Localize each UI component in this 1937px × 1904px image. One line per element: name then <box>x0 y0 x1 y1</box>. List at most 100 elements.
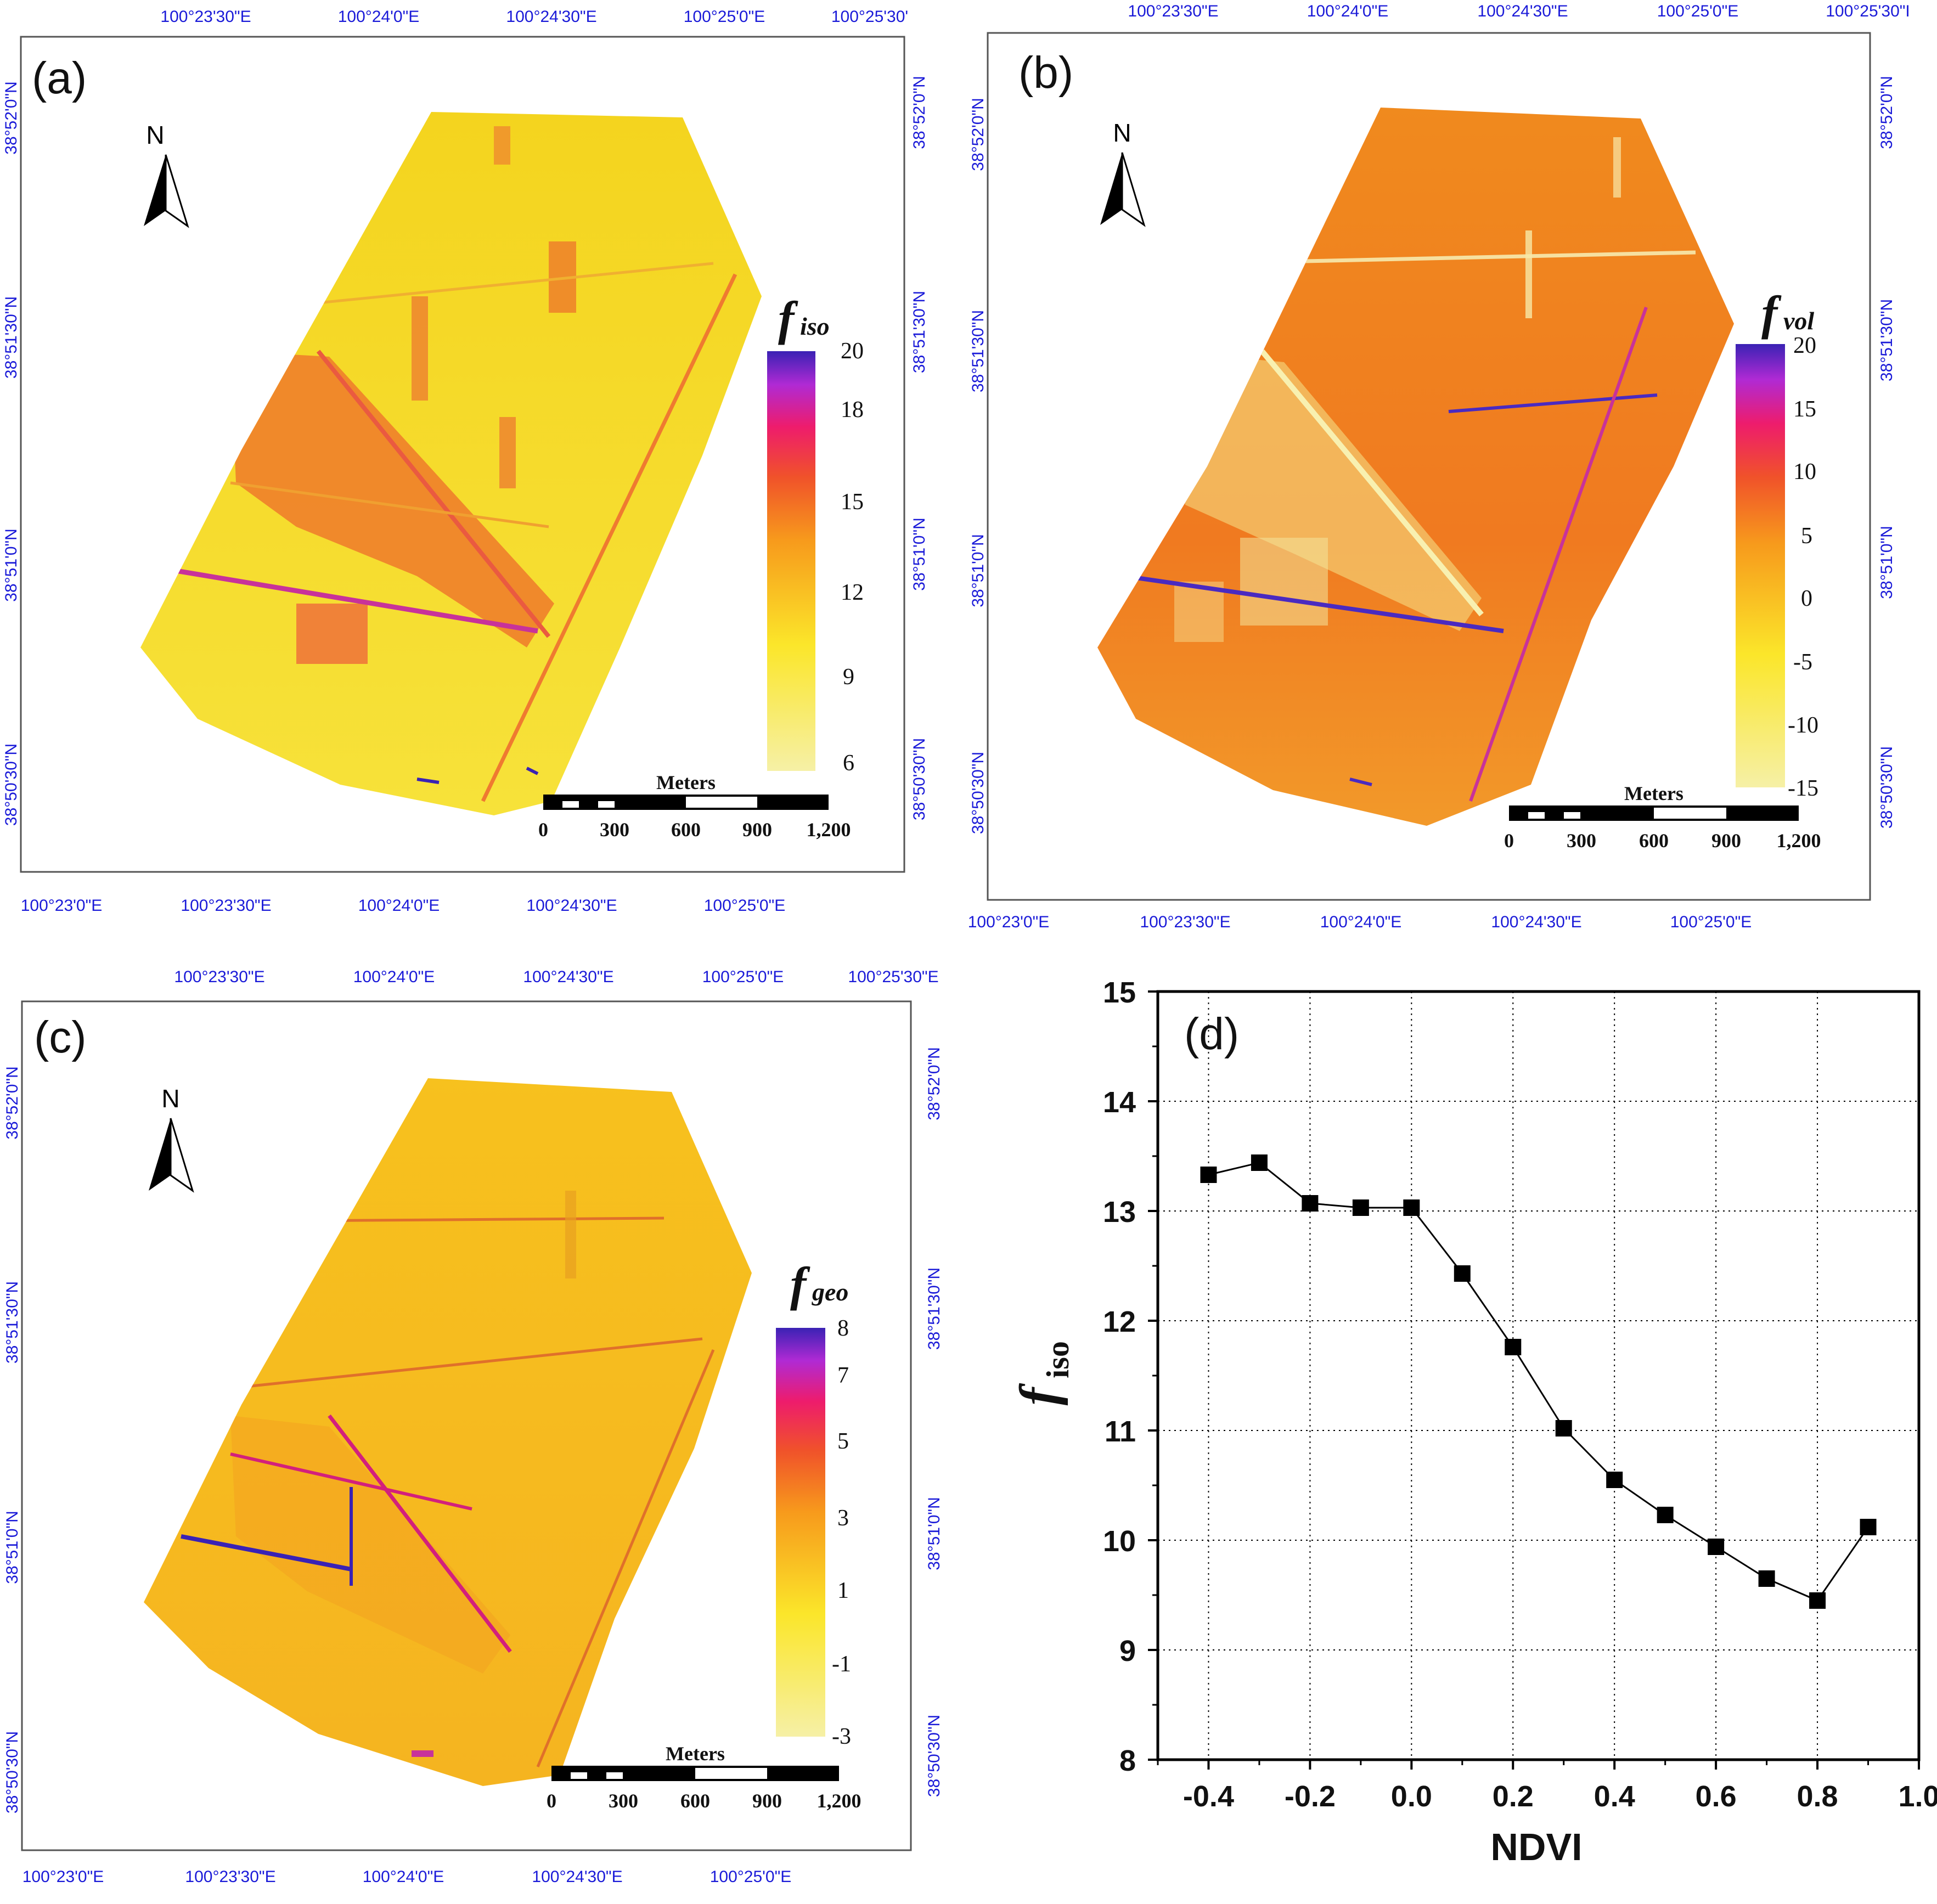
lon-label: 100°25'0"E <box>1670 913 1752 931</box>
scale-tick: 300 <box>1567 830 1596 852</box>
plot-frame <box>1156 990 1921 1761</box>
chart-grid <box>1158 992 1919 1760</box>
north-arrow-icon: N <box>144 121 189 228</box>
panel-a-lon-top-labels: 100°23'30"E 100°24'0"E 100°24'30"E 100°2… <box>160 8 908 26</box>
lon-label: 100°25'30"I <box>1826 2 1910 20</box>
lat-label: 38°51'30"N <box>969 310 987 392</box>
legend-tick: 9 <box>843 664 854 690</box>
data-point <box>1200 1167 1217 1183</box>
data-point <box>1758 1570 1775 1587</box>
lon-label: 100°25'0"E <box>710 1868 792 1886</box>
y-tick-label: 15 <box>1103 976 1136 1009</box>
legend-tick: 5 <box>837 1429 849 1454</box>
scale-tick: 0 <box>1504 830 1514 852</box>
lat-label: 38°50'30"N <box>969 752 987 834</box>
legend-tick: -10 <box>1788 713 1818 738</box>
colorbar <box>1736 344 1785 787</box>
x-tick-label: 0.8 <box>1797 1780 1838 1813</box>
scale-tick: 300 <box>609 1790 638 1812</box>
legend-tick: 5 <box>1801 523 1812 549</box>
lon-label: 100°25'0"E <box>1657 2 1739 20</box>
scale-tick: 1,200 <box>807 819 851 841</box>
x-tick-label: 0.0 <box>1391 1780 1432 1813</box>
lon-label: 100°25'30"E <box>848 968 938 986</box>
legend-tick: 7 <box>837 1363 849 1388</box>
north-arrow-icon: N <box>149 1084 194 1193</box>
panel-b-label: (b) <box>1018 48 1073 98</box>
lon-label: 100°23'30"E <box>1128 2 1218 20</box>
lat-label: 38°50'30"N <box>2 743 20 826</box>
panel-b-lat-left-labels: 38°52'0"N 38°51'30"N 38°51'0"N 38°50'30"… <box>969 98 987 834</box>
legend-tick: 18 <box>841 397 864 423</box>
lon-label: 100°24'0"E <box>338 8 420 26</box>
lon-label: 100°23'0"E <box>22 1868 104 1886</box>
panel-b-lon-bottom-labels: 100°23'0"E 100°23'30"E 100°24'0"E 100°24… <box>968 913 1752 931</box>
y-tick-label: 9 <box>1119 1635 1136 1668</box>
lat-label: 38°52'0"N <box>925 1047 943 1120</box>
lat-label: 38°51'0"N <box>3 1511 21 1584</box>
north-label: N <box>1113 119 1131 147</box>
legend-tick: -1 <box>832 1652 851 1677</box>
lat-label: 38°50'30"N <box>910 738 928 820</box>
data-point <box>1403 1199 1420 1216</box>
scale-tick: 900 <box>742 819 772 841</box>
lon-label: 100°25'0"E <box>684 8 765 26</box>
panel-b-lat-right-labels: 38°52'0"N 38°51'30"N 38°51'0"N 38°50'30"… <box>1878 76 1896 829</box>
panel-a-lon-bottom-labels: 100°23'0"E 100°23'30"E 100°24'0"E 100°24… <box>21 897 786 915</box>
x-tick-label: -0.4 <box>1183 1780 1234 1813</box>
lon-label: 100°25'0"E <box>704 897 786 915</box>
legend-tick: 6 <box>843 751 854 776</box>
scale-tick: 900 <box>1711 830 1741 852</box>
lat-label: 38°50'30"N <box>1878 746 1896 829</box>
lon-label: 100°23'30"E <box>181 897 271 915</box>
y-tick-label: 12 <box>1103 1305 1136 1338</box>
legend-tick: 0 <box>1801 586 1812 611</box>
lat-label: 38°52'0"N <box>3 1066 21 1139</box>
lon-label: 100°24'0"E <box>363 1868 444 1886</box>
scale-title: Meters <box>656 771 716 793</box>
data-point <box>1860 1519 1877 1535</box>
y-tick-label: 14 <box>1103 1086 1136 1119</box>
panel-a: 100°23'30"E 100°24'0"E 100°24'30"E 100°2… <box>2 8 928 915</box>
scale-title: Meters <box>1624 782 1683 804</box>
y-tick-label: 13 <box>1103 1196 1136 1229</box>
colorbar <box>767 351 815 771</box>
lon-label: 100°24'30"E <box>532 1868 622 1886</box>
data-point <box>1555 1420 1572 1437</box>
panel-a-lat-left-labels: 38°52'0"N 38°51'30"N 38°51'0"N 38°50'30"… <box>2 81 20 826</box>
lat-label: 38°51'0"N <box>1878 526 1896 599</box>
legend-tick: -5 <box>1793 650 1812 675</box>
panel-c: 100°23'30"E 100°24'0"E 100°24'30"E 100°2… <box>3 968 943 1886</box>
lat-label: 38°52'0"N <box>910 76 928 149</box>
scale-tick: 900 <box>752 1790 782 1812</box>
data-point <box>1352 1199 1369 1216</box>
panel-c-lat-left-labels: 38°52'0"N 38°51'30"N 38°51'0"N 38°50'30"… <box>3 1066 21 1813</box>
data-point <box>1251 1154 1268 1171</box>
y-axis-label: f iso <box>1009 1341 1076 1405</box>
panel-a-label: (a) <box>32 53 87 103</box>
lon-label: 100°24'0"E <box>353 968 435 986</box>
x-tick-label: 1.0 <box>1898 1780 1937 1813</box>
panel-c-scale-bar: Meters 0 300 600 900 1,200 <box>547 1743 861 1812</box>
panel-a-scale-bar: Meters 0 300 600 900 1,200 <box>538 771 851 841</box>
legend-ticks: 20 15 10 5 0 -5 -10 -15 <box>1788 333 1818 801</box>
panel-d-chart: -0.4 -0.2 0.0 0.2 0.4 0.6 0.8 1.0 8 9 10 11 12 13 14 15… <box>1009 976 1937 1868</box>
panel-d-label: (d) <box>1184 1009 1239 1059</box>
legend-tick: 1 <box>837 1578 849 1603</box>
legend-tick: 15 <box>841 489 864 515</box>
panel-b-scale-bar: Meters 0 300 600 900 1,200 <box>1504 782 1821 852</box>
lon-label: 100°24'30"E <box>523 968 613 986</box>
lat-label: 38°51'30"N <box>2 296 20 379</box>
y-axis-label-main: f <box>1009 1383 1068 1405</box>
data-point <box>1505 1339 1522 1355</box>
x-tick-label: -0.2 <box>1285 1780 1336 1813</box>
north-label: N <box>146 121 164 149</box>
lon-label: 100°23'30"E <box>174 968 264 986</box>
lat-label: 38°51'30"N <box>910 291 928 373</box>
legend-title-subscript: vol <box>1783 307 1814 335</box>
scale-tick: 600 <box>671 819 701 841</box>
lat-label: 38°52'0"N <box>969 98 987 171</box>
lat-label: 38°50'30"N <box>925 1715 943 1797</box>
legend-tick: 10 <box>1793 459 1816 485</box>
lat-label: 38°51'30"N <box>1878 299 1896 381</box>
